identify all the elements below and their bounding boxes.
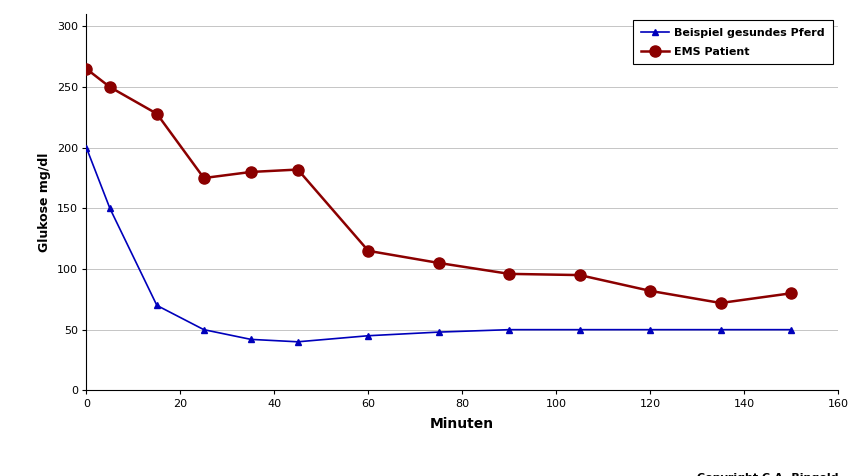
Beispiel gesundes Pferd <box>199 327 209 333</box>
Text: Copyright C.A. Bingold: Copyright C.A. Bingold <box>696 473 838 476</box>
Beispiel gesundes Pferd <box>645 327 655 333</box>
Line: Beispiel gesundes Pferd: Beispiel gesundes Pferd <box>83 144 795 345</box>
Beispiel gesundes Pferd <box>575 327 585 333</box>
EMS Patient <box>715 300 726 306</box>
EMS Patient <box>645 288 655 294</box>
Beispiel gesundes Pferd <box>715 327 726 333</box>
Y-axis label: Glukose mg/dl: Glukose mg/dl <box>38 153 51 252</box>
Beispiel gesundes Pferd <box>152 303 162 308</box>
Line: EMS Patient: EMS Patient <box>81 63 797 308</box>
EMS Patient <box>152 111 162 117</box>
EMS Patient <box>81 66 92 72</box>
Beispiel gesundes Pferd <box>293 339 303 345</box>
EMS Patient <box>504 271 514 277</box>
EMS Patient <box>786 290 797 296</box>
EMS Patient <box>575 272 585 278</box>
EMS Patient <box>293 167 303 172</box>
Legend: Beispiel gesundes Pferd, EMS Patient: Beispiel gesundes Pferd, EMS Patient <box>633 20 833 64</box>
Beispiel gesundes Pferd <box>81 145 92 150</box>
Beispiel gesundes Pferd <box>434 329 444 335</box>
EMS Patient <box>105 84 115 90</box>
EMS Patient <box>245 169 256 175</box>
Beispiel gesundes Pferd <box>786 327 797 333</box>
Beispiel gesundes Pferd <box>245 337 256 342</box>
EMS Patient <box>199 175 209 181</box>
EMS Patient <box>363 248 373 254</box>
EMS Patient <box>434 260 444 266</box>
Beispiel gesundes Pferd <box>363 333 373 338</box>
Beispiel gesundes Pferd <box>504 327 514 333</box>
X-axis label: Minuten: Minuten <box>430 417 494 431</box>
Beispiel gesundes Pferd <box>105 206 115 211</box>
